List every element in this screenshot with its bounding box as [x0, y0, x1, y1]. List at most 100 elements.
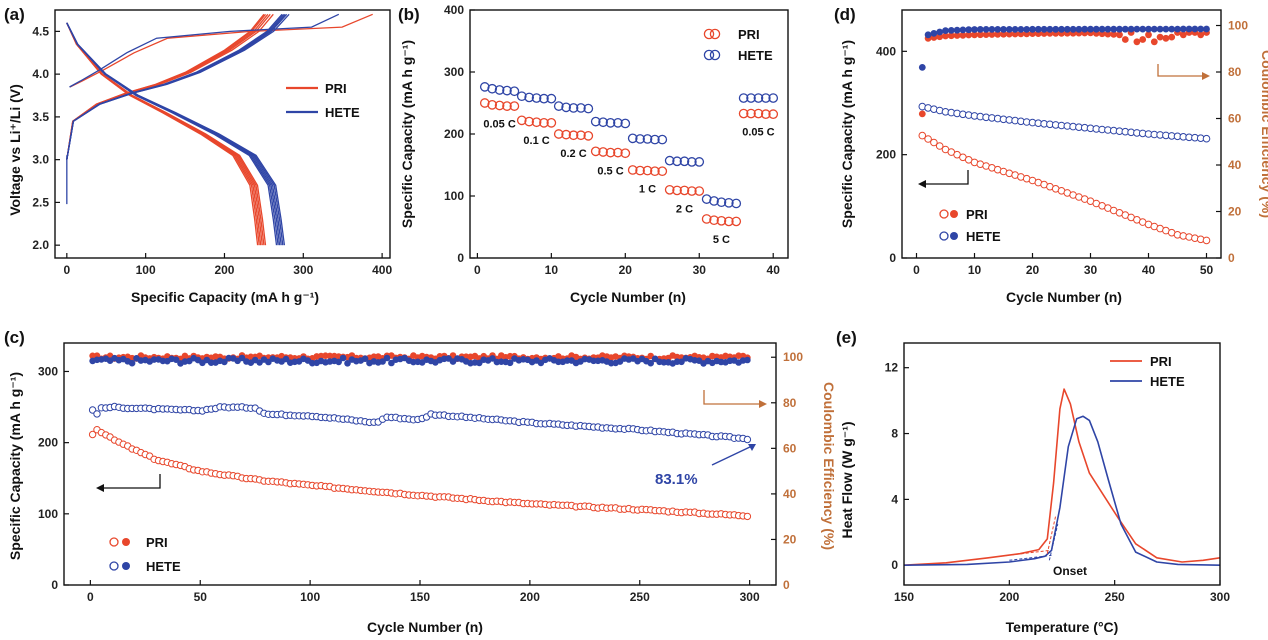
y-right-tick-label: 0 [783, 578, 790, 592]
hete-capacity-point [93, 410, 101, 418]
pri-ce-point [1168, 33, 1176, 41]
hete-ce-point [1034, 25, 1042, 33]
y-tick-label: 400 [444, 3, 464, 17]
pri-ce-point [1179, 31, 1187, 39]
panel-c-frame [63, 342, 777, 586]
y-right-tick-label: 80 [1228, 65, 1242, 79]
hete-ce-point [942, 27, 949, 34]
y-tick-label: 400 [876, 44, 896, 58]
hete-discharge-curve [66, 22, 279, 246]
y-tick-label: 4.0 [32, 67, 49, 81]
hete-onset-tangent [1009, 554, 1052, 561]
hete-rate-point [502, 85, 512, 96]
pri-capacity-point [743, 512, 752, 521]
pri-onset-tangent [1000, 549, 1050, 557]
pri-rate-point [553, 129, 564, 139]
legend-hete-label: HETE [966, 229, 1001, 244]
pri-rate-point [642, 165, 653, 176]
panel-a: (a) Specific Capacity (mA h g⁻¹) Voltage… [4, 5, 392, 305]
panel-a-ticks: 0 100 200 300 400 2.0 2.5 3.0 3.5 4.0 4.5 [32, 24, 392, 277]
pri-onset-tangent [1046, 515, 1057, 554]
hete-rate-point [657, 134, 668, 145]
hete-ce-point [1133, 25, 1141, 33]
x-tick-label: 400 [372, 263, 392, 277]
hete-ce-point [1174, 25, 1181, 33]
hete-ce-point [1069, 25, 1077, 33]
hete-ce-point [339, 354, 347, 362]
rate-label: 2 C [676, 203, 693, 215]
x-tick-label: 100 [300, 590, 320, 604]
legend-hete-marker [709, 49, 721, 61]
legend-pri-label: PRI [146, 535, 168, 550]
x-tick-label: 50 [194, 590, 208, 604]
pri-rate-point [494, 100, 505, 111]
hete-ce-point [947, 27, 955, 34]
pri-ce-point [976, 31, 984, 39]
y-tick-label: 0 [51, 578, 58, 592]
hete-ce-point [1075, 25, 1083, 33]
hete-ce-point [1150, 25, 1158, 33]
pri-rate-point [509, 101, 520, 111]
hete-onset-tangent [1048, 523, 1059, 561]
hete-ce-point [1104, 25, 1112, 33]
panel-a-frame [54, 9, 391, 259]
hete-ce-point [1087, 25, 1094, 33]
hete-ce-point [982, 26, 990, 33]
legend-pri-open-marker [109, 537, 119, 547]
hete-ce-point [344, 360, 351, 367]
hete-rate-point [650, 134, 660, 145]
hete-ce-point [1011, 26, 1019, 33]
panel-d-ticks: 0 10 20 30 40 50 0 200 400 0 20 40 60 80 100 [876, 19, 1248, 277]
arrow-head [918, 180, 926, 188]
x-tick-label: 150 [894, 590, 914, 604]
panel-c-legend: PRI HETE [109, 535, 181, 574]
pri-ce-point [1133, 38, 1141, 46]
legend-pri-label: PRI [325, 81, 347, 96]
hete-rate-point [768, 93, 779, 103]
hete-rate-point [687, 157, 697, 167]
hete-rate-point [672, 156, 682, 167]
pri-rate-point [605, 147, 616, 158]
pri-rate-point [590, 146, 601, 157]
hete-rate-point [539, 93, 549, 104]
x-tick-label: 200 [999, 590, 1019, 604]
y-tick-label: 200 [876, 148, 896, 162]
panel-e-plot [903, 388, 1221, 566]
y-tick-label: 3.0 [32, 153, 49, 167]
hete-ce-point [1145, 25, 1152, 33]
pri-rate-point [664, 184, 675, 195]
y-tick-label: 200 [444, 127, 464, 141]
hete-ce-point [128, 359, 136, 367]
pri-ce-point [1121, 36, 1129, 43]
hete-ce-point [936, 28, 944, 36]
y-tick-label: 3.5 [32, 110, 49, 124]
panel-c-arrows [96, 390, 767, 492]
hete-ce-point [1203, 25, 1210, 33]
y-tick-label: 12 [885, 361, 899, 375]
hete-discharge-curve [66, 22, 286, 246]
hete-rate-point [524, 92, 535, 103]
x-tick-label: 0 [474, 263, 481, 277]
panel-b-plot: 0.05 C 0.1 C 0.2 C 0.5 C 1 C 2 C 5 C 0.05 C [479, 82, 779, 246]
hete-ce-point [1156, 25, 1164, 33]
panel-b-label: (b) [398, 5, 420, 24]
arrow-capacity-axis [100, 474, 161, 489]
hete-rate-point [583, 103, 594, 114]
panel-c-label: (c) [4, 328, 25, 347]
pri-rate-point [598, 147, 608, 157]
panel-c-ylabel-right: Coulombic Efficiency (%) [821, 382, 837, 550]
pri-rate-point [502, 101, 512, 111]
hete-ce-point [959, 26, 967, 34]
pri-rate-point [672, 185, 682, 196]
legend-hete-label: HETE [1150, 374, 1185, 389]
hete-ce-point [1197, 25, 1205, 33]
hete-rate-point [723, 197, 734, 208]
pri-discharge-curve [66, 22, 259, 246]
hete-rate-point [479, 82, 490, 92]
hete-rate-point [509, 86, 520, 97]
rate-label: 0.05 C [483, 118, 515, 130]
arrow-head [96, 484, 104, 492]
hete-charge-curve [69, 13, 340, 88]
legend-hete-solid-marker [122, 562, 130, 570]
y-tick-label: 0 [457, 251, 464, 265]
